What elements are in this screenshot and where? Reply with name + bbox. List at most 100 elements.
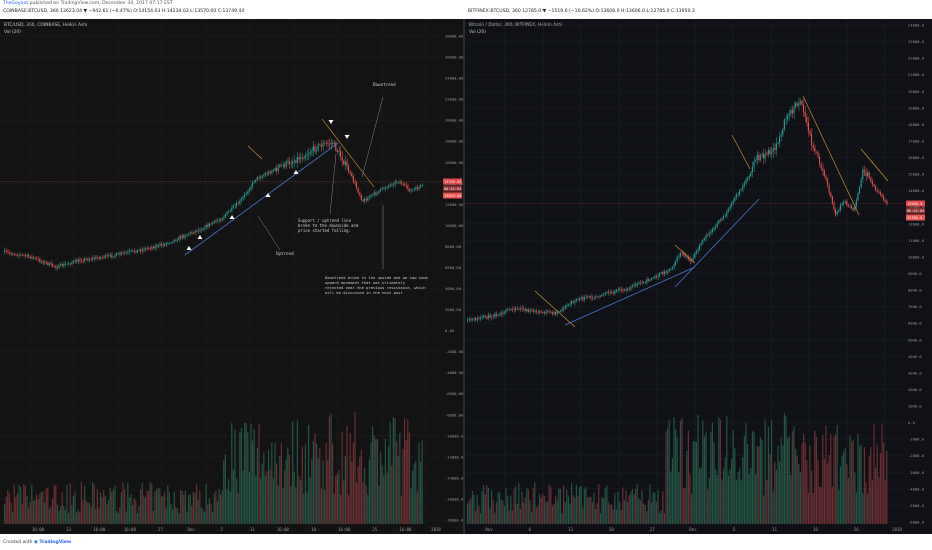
candle-body [352, 176, 354, 182]
candle-body [726, 211, 728, 216]
volume-bar [591, 501, 593, 524]
volume-bar [224, 454, 226, 524]
candle-body [256, 177, 258, 180]
candle-body [857, 193, 859, 201]
candle-body [718, 220, 720, 223]
candle-body [402, 183, 404, 185]
volume-bar [519, 508, 521, 524]
author-link[interactable]: TheGoyout [3, 1, 29, 6]
volume-bar [130, 494, 132, 524]
price-axis-label: -6000.0 [908, 520, 925, 525]
candle-body [814, 147, 816, 152]
volume-bar [615, 509, 617, 524]
candle-body [615, 289, 617, 292]
arrow-down-icon [328, 120, 334, 124]
left-chart-canvas[interactable]: 28000.00 26000.00 24000.00 22000.00 20000.00… [0, 19, 463, 534]
candle-body [76, 260, 77, 262]
price-tag-label: 12785.0 [907, 216, 922, 220]
volume-bar [357, 467, 359, 524]
pane-divider[interactable] [463, 19, 465, 534]
right-chart-canvas[interactable]: 24000.0 23000.0 22000.0 21000.0 20000.0 19000… [465, 19, 932, 534]
volume-bar [191, 505, 193, 524]
time-axis-label: 16:00 [93, 527, 106, 532]
volume-bar [418, 442, 420, 524]
volume-bar [539, 493, 541, 524]
volume-bar [809, 445, 811, 524]
candle-body [88, 259, 90, 261]
candle-body [52, 263, 53, 267]
volume-bar [663, 513, 665, 524]
volume-bar [527, 489, 529, 524]
candle-body [325, 143, 327, 144]
candle-body [159, 244, 161, 245]
volume-bar [152, 511, 154, 524]
arrow-up-icon [293, 170, 299, 174]
volume-bar [873, 424, 875, 524]
candle-body [293, 160, 295, 162]
candle-body [604, 293, 606, 295]
volume-bar [607, 502, 609, 524]
candle-body [157, 244, 159, 247]
candle-body [173, 239, 175, 243]
candle-body [72, 261, 74, 263]
volume-bar [4, 504, 6, 524]
price-axis-label: -12000.00 [445, 454, 463, 459]
volume-bar [655, 501, 657, 524]
tradingview-logo-icon: ◉ [33, 540, 38, 545]
price-axis-label: 18000.0 [908, 122, 925, 127]
candle-body [327, 143, 329, 144]
candle-body [627, 288, 628, 291]
volume-bar [652, 491, 654, 524]
volume-bar [555, 495, 557, 524]
candle-body [534, 311, 536, 312]
volume-bar [483, 485, 485, 524]
candle-body [606, 292, 608, 294]
candle-body [349, 171, 351, 174]
volume-bar [868, 455, 870, 524]
candle-body [28, 254, 29, 257]
right-chart-pane[interactable]: Bitcoin / Dollar, 360, BITFINEX, Heikin … [465, 19, 932, 534]
candle-body [695, 251, 697, 254]
volume-bar [502, 500, 504, 524]
candle-body [384, 187, 386, 189]
candle-body [258, 177, 260, 179]
candle-body [333, 142, 335, 144]
volume-bar [364, 467, 366, 524]
candle-body [475, 318, 476, 321]
candle-body [679, 252, 681, 257]
volume-bar [53, 484, 55, 524]
tradingview-brand[interactable]: TradingView [39, 540, 72, 545]
volume-bar [508, 510, 510, 524]
candle-body [638, 282, 640, 284]
candle-body [418, 187, 420, 189]
volume-bar [676, 436, 678, 524]
volume-bar [237, 493, 239, 524]
candle-body [783, 119, 785, 130]
candle-body [392, 184, 394, 186]
price-axis-label: 18000.00 [445, 139, 463, 144]
price-axis-label: 4000.0 [908, 354, 922, 359]
volume-bar [647, 499, 649, 524]
volume-bar [317, 458, 319, 524]
candle-body [231, 207, 233, 211]
candle-body [181, 235, 183, 239]
candle-body [478, 318, 480, 319]
candle-body [144, 248, 146, 251]
candle-body [412, 189, 413, 191]
volume-bar [774, 461, 776, 524]
candle-body [550, 311, 552, 313]
candle-body [817, 152, 819, 157]
candle-body [40, 261, 42, 262]
volume-bar [876, 444, 878, 524]
price-tag-bg [906, 200, 925, 207]
candle-body [348, 166, 349, 172]
volume-bar [308, 424, 310, 524]
candle-body [141, 249, 143, 252]
volume-bar [766, 480, 768, 524]
candle-body [36, 258, 37, 259]
annotation-pointer [361, 96, 384, 178]
volume-bar [710, 431, 712, 524]
volume-bar [352, 442, 354, 524]
left-chart-pane[interactable]: BTC/USD, 360, COINBASE, Heikin Ashi Vol … [0, 19, 463, 534]
candle-body [272, 170, 274, 172]
